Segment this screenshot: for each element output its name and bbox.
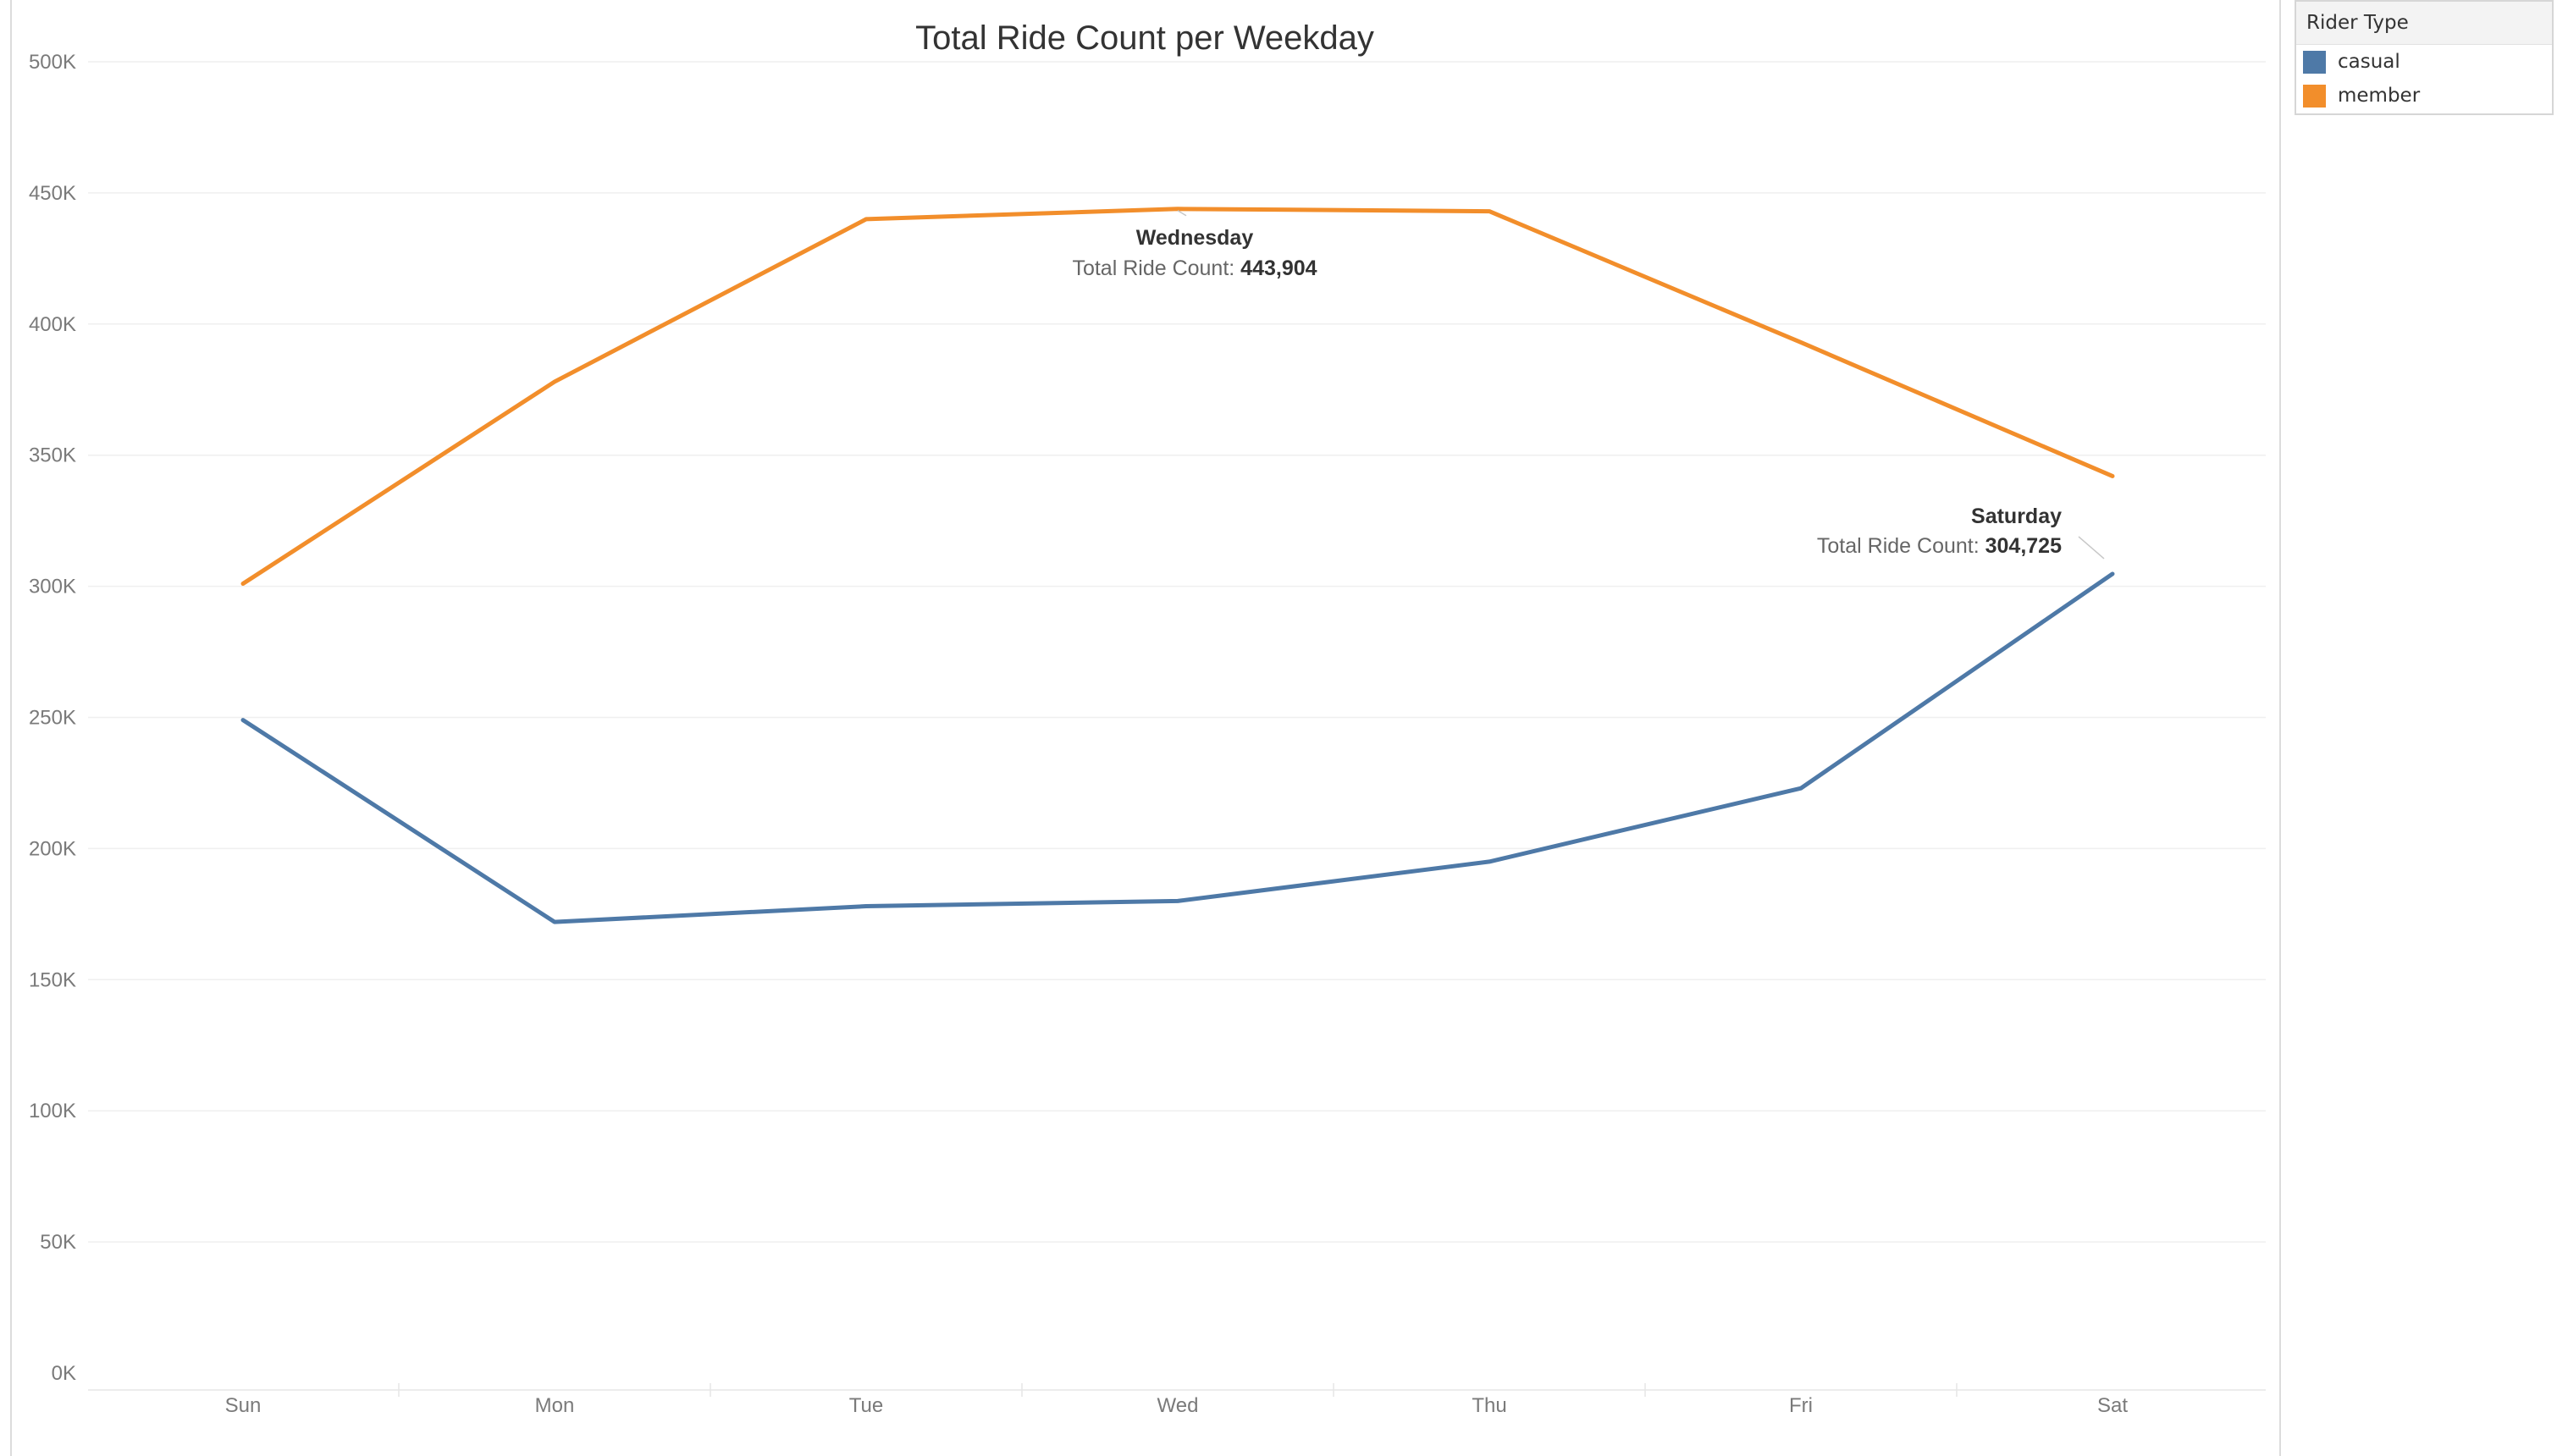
y-tick-label: 350K (29, 444, 76, 467)
legend-label-casual: casual (2338, 51, 2400, 73)
annotation-label: Total Ride Count: (1817, 534, 1985, 558)
annotations: Wednesday Total Ride Count: 443,904 Saturd… (1072, 210, 2105, 560)
x-tick-label: Thu (1472, 1394, 1506, 1417)
x-tick-label: Sat (2097, 1394, 2128, 1417)
data-point-casual[interactable] (859, 899, 874, 914)
annotation-leader (1177, 210, 1187, 217)
annotation-wed: Wednesday Total Ride Count: 443,904 (1072, 210, 1317, 280)
data-point-member[interactable] (1482, 204, 1497, 219)
y-axis: 0K 50K 100K 150K 200K 250K 300K 350K 400K 450K 500… (29, 51, 76, 1385)
data-point-casual[interactable] (2105, 566, 2120, 582)
data-point-casual[interactable] (235, 713, 251, 728)
data-point-member[interactable] (859, 212, 874, 227)
y-tick-label: 100K (29, 1100, 76, 1122)
data-point-casual[interactable] (1482, 854, 1497, 869)
y-tick-label: 0K (52, 1362, 76, 1385)
annotation-heading: Wednesday (1136, 226, 1254, 250)
left-border (10, 0, 12, 1456)
y-tick-label: 250K (29, 707, 76, 730)
data-point-member[interactable] (1793, 334, 1809, 350)
y-tick-label: 200K (29, 837, 76, 860)
series-line-casual[interactable] (240, 571, 2115, 924)
annotation-sat: Saturday Total Ride Count: 304,725 (1817, 505, 2105, 560)
annotation-value-line: Total Ride Count: 304,725 (1817, 534, 2062, 558)
x-tick-label: Sun (225, 1394, 262, 1417)
legend-title: Rider Type (2296, 2, 2552, 45)
legend-divider (2279, 0, 2281, 1456)
x-axis: Sun Mon Tue Wed Thu Fri Sat (88, 1383, 2266, 1417)
legend: Rider Type casual member (2295, 0, 2554, 115)
data-point-member[interactable] (2105, 468, 2120, 483)
data-point-casual[interactable] (547, 914, 562, 929)
annotation-leader (2078, 536, 2105, 560)
data-point-casual[interactable] (1793, 780, 1809, 796)
annotation-value-line: Total Ride Count: 443,904 (1072, 256, 1317, 280)
legend-label-member: member (2338, 85, 2421, 107)
y-tick-label: 450K (29, 182, 76, 205)
legend-swatch-casual (2303, 50, 2326, 74)
y-tick-label: 300K (29, 576, 76, 598)
data-point-member[interactable] (547, 374, 562, 389)
line-chart: Total Ride Count per Weekday 0K 50K 100K 15… (29, 19, 2266, 1417)
y-tick-label: 500K (29, 51, 76, 74)
annotation-heading: Saturday (1971, 505, 2062, 528)
x-tick-label: Fri (1789, 1394, 1813, 1417)
series-lines (235, 204, 2120, 929)
annotation-value: 443,904 (1240, 256, 1317, 280)
x-tick-label: Wed (1157, 1394, 1199, 1417)
annotation-value: 304,725 (1985, 534, 2062, 558)
x-tick-label: Mon (535, 1394, 575, 1417)
data-point-member[interactable] (235, 576, 251, 592)
series-line-member[interactable] (240, 207, 2115, 587)
data-point-casual[interactable] (1170, 893, 1185, 908)
y-tick-label: 150K (29, 968, 76, 991)
legend-item-casual[interactable]: casual (2296, 45, 2552, 79)
annotation-label: Total Ride Count: (1072, 256, 1240, 280)
y-tick-label: 400K (29, 313, 76, 336)
chart-title: Total Ride Count per Weekday (915, 19, 1374, 57)
x-tick-label: Tue (849, 1394, 883, 1417)
y-tick-label: 50K (40, 1231, 76, 1254)
legend-swatch-member (2303, 84, 2326, 108)
legend-item-member[interactable]: member (2296, 79, 2552, 113)
